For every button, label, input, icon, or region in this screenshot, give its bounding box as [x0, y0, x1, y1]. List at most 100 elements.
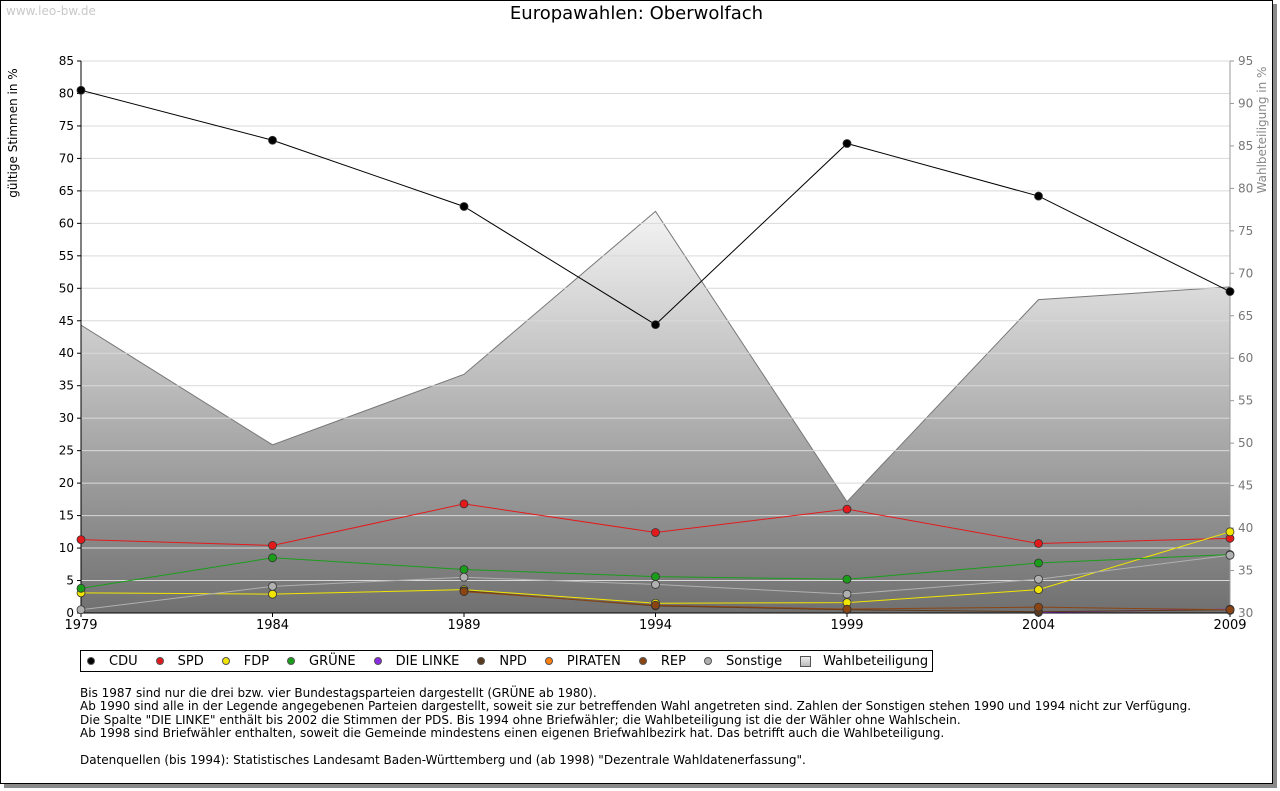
notes: Bis 1987 sind nur die drei bzw. vier Bun…: [80, 686, 1192, 741]
data-point: [76, 605, 86, 615]
note-line: Die Spalte "DIE LINKE" enthält bis 2002 …: [80, 712, 961, 727]
y-tick-label-left: 20: [59, 476, 74, 490]
data-point: [842, 139, 852, 148]
data-point: [1034, 574, 1043, 584]
y-tick-label-left: 65: [59, 184, 74, 198]
data-point: [651, 320, 660, 330]
legend-item: NPD: [477, 654, 527, 669]
note-line: Ab 1998 sind Briefwähler enthalten, sowe…: [80, 726, 945, 741]
y-tick-label-right: 55: [1238, 394, 1253, 408]
legend-marker: [221, 657, 230, 665]
y-tick-label-right: 30: [1238, 606, 1253, 620]
data-point: [651, 528, 660, 537]
note-line: Ab 1990 sind alle in der Legende angegeb…: [80, 699, 1192, 714]
y-tick-label-left: 55: [59, 249, 74, 263]
legend-label: GRÜNE: [309, 653, 356, 669]
grid-layer: [81, 60, 1230, 582]
data-point: [268, 553, 277, 563]
y-tick-label-right: 70: [1238, 266, 1253, 280]
data-point: [459, 202, 469, 211]
x-tick-label: 1994: [639, 618, 672, 633]
data-point: [459, 572, 469, 582]
data-point: [459, 565, 469, 574]
data-point: [1034, 602, 1043, 612]
data-point: [651, 600, 660, 610]
y-tick-label-left: 30: [59, 411, 74, 425]
y-tick-label-left: 0: [66, 606, 74, 620]
legend-item: Wahlbeteiligung: [800, 654, 928, 669]
y-tick-label-left: 80: [59, 86, 74, 100]
data-point: [459, 499, 469, 509]
turnout-area: [80, 210, 1231, 614]
legend-item: GRÜNE: [287, 654, 356, 669]
data-point: [1034, 558, 1043, 568]
data-point: [459, 587, 469, 596]
y-tick-label-left: 70: [59, 151, 74, 165]
data-point: [1225, 287, 1235, 296]
x-tick-label: 1984: [256, 618, 289, 633]
data-point: [1225, 527, 1235, 537]
legend-marker: [638, 657, 647, 665]
data-point: [842, 604, 852, 614]
turnout-area-layer: [80, 210, 1231, 614]
y-tick-label-left: 75: [59, 119, 74, 133]
legend-marker: [155, 657, 164, 665]
legend-item: FDP: [221, 654, 269, 669]
legend-swatch: [800, 655, 812, 667]
y-tick-label-right: 80: [1238, 181, 1253, 195]
x-tick-label: 2004: [1022, 618, 1055, 633]
y-tick-label-left: 85: [59, 54, 74, 68]
legend-marker: [287, 657, 296, 665]
data-point: [268, 589, 277, 599]
y-tick-label-right: 85: [1238, 139, 1253, 153]
data-point: [1034, 585, 1043, 595]
legend-marker: [373, 657, 382, 665]
data-point: [842, 504, 852, 514]
data-point: [1225, 605, 1235, 615]
y-tick-label-left: 10: [59, 541, 74, 555]
legend-item: REP: [638, 653, 686, 669]
legend-marker: [703, 657, 712, 665]
x-tick-label: 1989: [447, 618, 480, 633]
data-point: [268, 135, 277, 145]
y-tick-label-right: 40: [1238, 521, 1253, 535]
y-tick-label-right: 90: [1238, 96, 1253, 110]
y-tick-label-right: 45: [1238, 479, 1253, 493]
y-tick-label-left: 25: [59, 444, 74, 458]
legend-item: DIE LINKE: [373, 653, 460, 669]
y-tick-label-right: 65: [1238, 309, 1253, 323]
legend-label: REP: [660, 653, 686, 669]
legend-label: DIE LINKE: [395, 653, 460, 669]
y-tick-label-left: 35: [59, 379, 74, 393]
data-point: [268, 581, 277, 591]
y-tick-label-right: 75: [1238, 224, 1253, 238]
y-tick-label-left: 15: [59, 509, 74, 523]
legend-label: Sonstige: [725, 653, 783, 669]
data-point: [1034, 539, 1043, 548]
legend-label: PIRATEN: [566, 653, 621, 669]
legend-label: CDU: [109, 653, 138, 669]
chart-title: Europawahlen: Oberwolfach: [509, 3, 764, 24]
y-tick-label-right: 60: [1238, 351, 1253, 365]
data-point: [651, 580, 660, 589]
data-point: [76, 583, 86, 593]
data-point: [76, 85, 86, 95]
legend-item: PIRATEN: [544, 653, 621, 669]
series-layer: [76, 85, 1235, 617]
data-point: [76, 535, 86, 545]
data-point: [842, 574, 852, 584]
data-point: [842, 589, 852, 599]
legend-marker: [544, 657, 553, 665]
x-tick-label: 1999: [830, 618, 863, 633]
x-tick-label: 1979: [64, 618, 97, 633]
y-tick-label-right: 35: [1238, 564, 1253, 578]
legend-label: Wahlbeteiligung: [823, 653, 929, 669]
legend-label: SPD: [177, 653, 204, 669]
chart-svg: 0 5 10 15 20 25 30 35 40 45 50 55 60 65 70 75 80 85 30 35 40…: [59, 54, 1254, 633]
y-tick-label-left: 45: [59, 314, 74, 328]
data-source-note: Datenquellen (bis 1994): Statistisches L…: [80, 753, 806, 767]
note-line: Bis 1987 sind nur die drei bzw. vier Bun…: [80, 686, 597, 700]
watermark: www.leo-bw.de: [6, 4, 96, 18]
y-tick-label-left: 50: [59, 281, 74, 295]
y-tick-label-left: 60: [59, 216, 74, 230]
